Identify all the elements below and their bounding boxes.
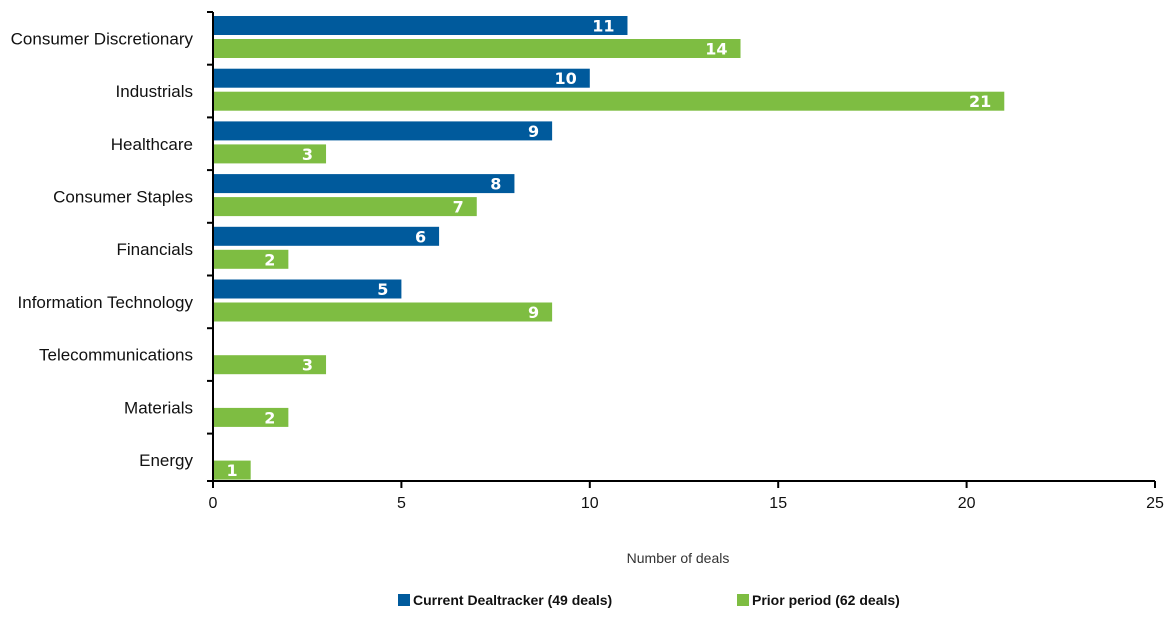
bar-energy-series-2 (213, 460, 251, 480)
x-tick-label-20: 20 (958, 495, 976, 512)
bar-consumer-staples-series-1 (213, 174, 515, 194)
data-label-consumer-staples-series-1: 8 (490, 175, 501, 194)
bar-information-technology-series-2 (213, 302, 553, 322)
bar-consumer-discretionary-series-1 (213, 16, 628, 35)
category-label-information-technology: Information Technology (18, 293, 194, 312)
legend-swatch-series-1 (398, 594, 410, 606)
bars-layer (213, 16, 1005, 480)
x-tick-label-15: 15 (769, 495, 787, 512)
category-label-financials: Financials (116, 240, 193, 259)
x-tick-label-0: 0 (209, 495, 218, 512)
data-label-industrials-series-1: 10 (555, 69, 577, 88)
bar-financials-series-2 (213, 249, 289, 269)
category-label-telecommunications: Telecommunications (39, 346, 193, 365)
category-label-materials: Materials (124, 398, 193, 417)
data-label-information-technology-series-2: 9 (528, 303, 539, 322)
data-label-information-technology-series-1: 5 (377, 280, 388, 299)
category-label-consumer-staples: Consumer Staples (53, 187, 193, 206)
legend: Current Dealtracker (49 deals) Prior peri… (398, 592, 900, 608)
data-label-energy-series-2: 1 (227, 461, 238, 480)
bar-financials-series-1 (213, 226, 440, 246)
bar-materials-series-2 (213, 407, 289, 427)
category-label-industrials: Industrials (116, 82, 193, 101)
x-tick-label-25: 25 (1146, 495, 1164, 512)
bar-industrials-series-2 (213, 91, 1005, 111)
data-label-telecommunications-series-2: 3 (302, 356, 313, 375)
data-label-materials-series-2: 2 (264, 408, 275, 427)
x-axis-title: Number of deals (627, 550, 730, 566)
bar-telecommunications-series-2 (213, 355, 327, 375)
data-label-consumer-discretionary-series-2: 14 (705, 40, 727, 59)
data-label-healthcare-series-1: 9 (528, 122, 539, 141)
bar-information-technology-series-1 (213, 279, 402, 299)
data-label-industrials-series-2: 21 (969, 92, 991, 111)
bar-healthcare-series-1 (213, 121, 553, 141)
bar-industrials-series-1 (213, 68, 590, 88)
x-tick-label-10: 10 (581, 495, 599, 512)
data-label-consumer-discretionary-series-1: 11 (592, 17, 614, 36)
category-label-consumer-discretionary: Consumer Discretionary (11, 29, 194, 48)
data-label-financials-series-2: 2 (264, 250, 275, 269)
legend-label-series-1: Current Dealtracker (49 deals) (413, 592, 612, 608)
axes: 0 5 10 15 20 25 (207, 11, 1164, 512)
legend-swatch-series-2 (737, 594, 749, 606)
data-label-financials-series-1: 6 (415, 227, 426, 246)
bar-consumer-discretionary-series-2 (213, 39, 741, 58)
category-label-energy: Energy (139, 451, 193, 470)
x-tick-label-5: 5 (397, 495, 406, 512)
data-label-healthcare-series-2: 3 (302, 145, 313, 164)
bar-consumer-staples-series-2 (213, 197, 477, 217)
category-label-healthcare: Healthcare (111, 135, 193, 154)
data-label-consumer-staples-series-2: 7 (453, 198, 464, 217)
bar-healthcare-series-2 (213, 144, 327, 164)
legend-label-series-2: Prior period (62 deals) (752, 592, 900, 608)
